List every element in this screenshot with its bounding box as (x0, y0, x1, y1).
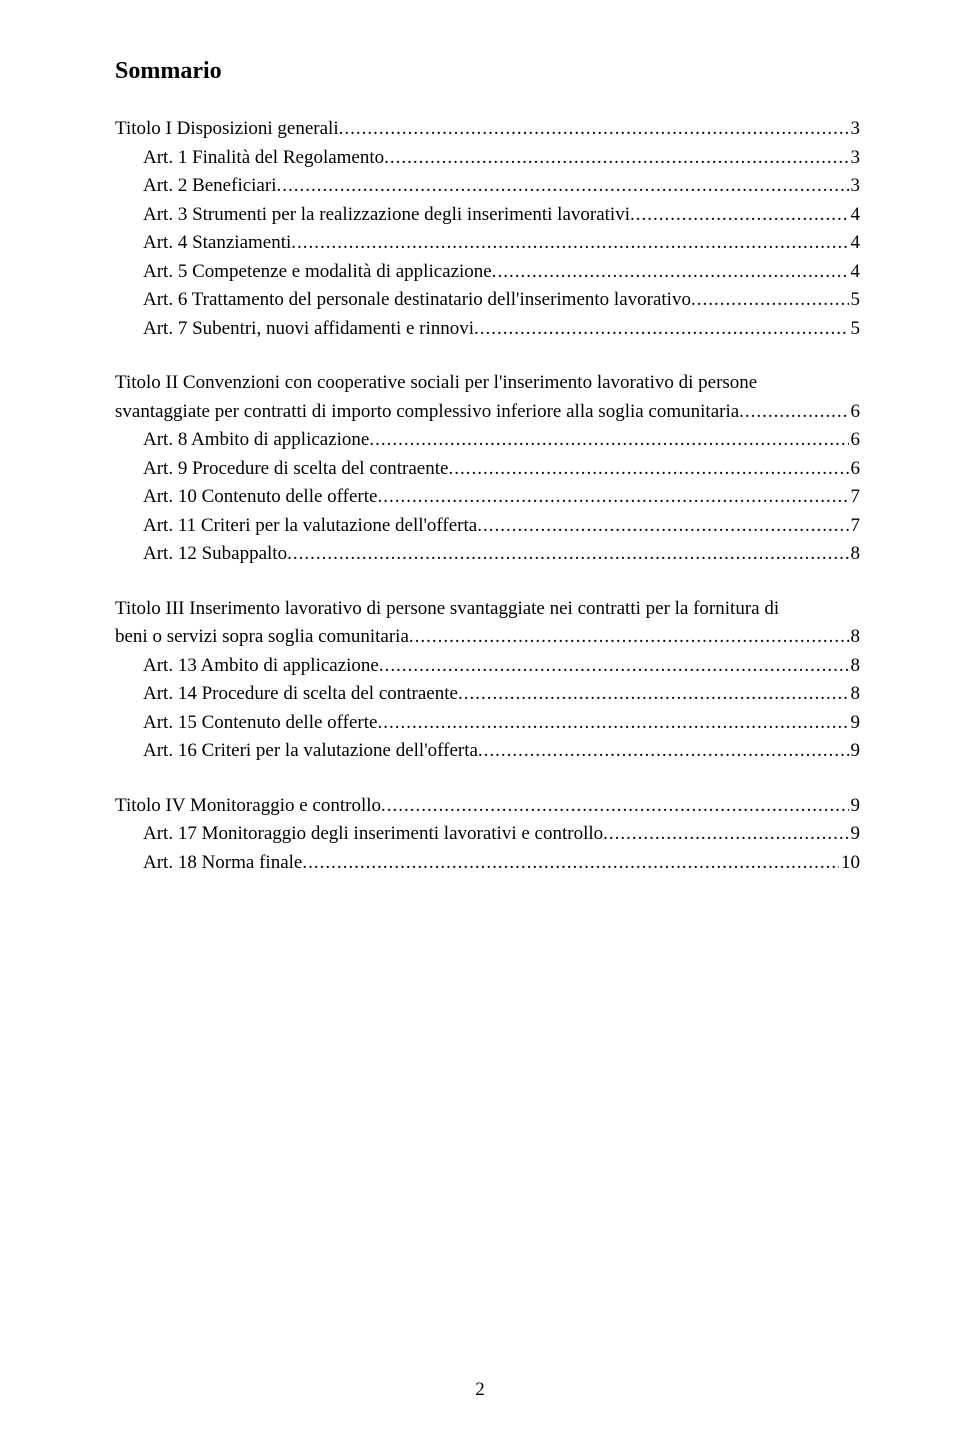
toc-entry-page: 8 (849, 540, 861, 569)
toc-entry: Art. 10 Contenuto delle offerte 7 (115, 483, 860, 512)
toc-entry-label: Titolo IV Monitoraggio e controllo (115, 792, 381, 821)
toc-entry: Art. 3 Strumenti per la realizzazione de… (115, 201, 860, 230)
toc-entry-page: 6 (849, 398, 861, 427)
toc-entry-label: Art. 10 Contenuto delle offerte (143, 483, 377, 512)
toc-leader-dots (478, 737, 849, 766)
toc-entry: Art. 5 Competenze e modalità di applicaz… (115, 258, 860, 287)
toc-entry-page: 5 (849, 315, 861, 344)
toc-entry-page: 7 (849, 512, 861, 541)
toc-leader-dots (291, 229, 848, 258)
toc-entry-label: Art. 13 Ambito di applicazione (143, 652, 379, 681)
toc-entry-page: 9 (849, 709, 861, 738)
toc-leader-dots (381, 792, 849, 821)
toc-entry-page: 5 (849, 286, 861, 315)
toc-leader-dots (691, 286, 849, 315)
toc-entry: Art. 4 Stanziamenti 4 (115, 229, 860, 258)
toc-entry-page: 3 (849, 144, 861, 173)
toc-entry-page: 6 (849, 455, 861, 484)
toc-leader-dots (379, 652, 849, 681)
toc-entry-label: Art. 4 Stanziamenti (143, 229, 291, 258)
toc-entry-label: Art. 18 Norma finale (143, 849, 302, 878)
toc-group-gap (115, 766, 860, 792)
toc-entry-page: 4 (849, 229, 861, 258)
toc-entry: Art. 9 Procedure di scelta del contraent… (115, 455, 860, 484)
toc-entry-page: 9 (849, 737, 861, 766)
toc-leader-dots (339, 115, 849, 144)
toc-entry-label: Art. 17 Monitoraggio degli inserimenti l… (143, 820, 603, 849)
toc-entry-label: Art. 1 Finalità del Regolamento (143, 144, 384, 173)
toc-leader-dots (739, 398, 848, 427)
toc-leader-dots (377, 483, 848, 512)
toc-leader-dots (287, 540, 848, 569)
toc-leader-dots (603, 820, 848, 849)
toc-entry: Art. 11 Criteri per la valutazione dell'… (115, 512, 860, 541)
toc-entry-page: 4 (849, 201, 861, 230)
toc-entry: Art. 1 Finalità del Regolamento 3 (115, 144, 860, 173)
toc-entry: svantaggiate per contratti di importo co… (115, 398, 860, 427)
toc-entry-page: 4 (849, 258, 861, 287)
toc-entry-label: Art. 2 Beneficiari (143, 172, 276, 201)
toc-container: Titolo I Disposizioni generali3Art. 1 Fi… (115, 115, 860, 877)
toc-group-gap (115, 343, 860, 369)
toc-entry: Art. 16 Criteri per la valutazione dell'… (115, 737, 860, 766)
toc-entry-wrap: Titolo II Convenzioni con cooperative so… (115, 369, 860, 398)
toc-entry-label: beni o servizi sopra soglia comunitaria (115, 623, 409, 652)
toc-entry-label: Art. 9 Procedure di scelta del contraent… (143, 455, 448, 484)
toc-entry: Art. 18 Norma finale 10 (115, 849, 860, 878)
toc-leader-dots (474, 315, 848, 344)
toc-entry: Art. 14 Procedure di scelta del contraen… (115, 680, 860, 709)
page-container: Sommario Titolo I Disposizioni generali 3… (0, 0, 960, 1451)
toc-entry-page: 9 (849, 792, 861, 821)
toc-entry-label: Art. 16 Criteri per la valutazione dell'… (143, 737, 478, 766)
toc-leader-dots (369, 426, 848, 455)
toc-leader-dots (458, 680, 849, 709)
toc-entry-page: 3 (849, 172, 861, 201)
toc-entry-page: 3 (849, 115, 861, 144)
toc-entry-label: Art. 3 Strumenti per la realizzazione de… (143, 201, 630, 230)
toc-entry: Art. 7 Subentri, nuovi affidamenti e rin… (115, 315, 860, 344)
toc-leader-dots (302, 849, 839, 878)
toc-leader-dots (409, 623, 849, 652)
toc-entry-page: 10 (839, 849, 860, 878)
toc-entry-label: Art. 5 Competenze e modalità di applicaz… (143, 258, 492, 287)
toc-leader-dots (492, 258, 849, 287)
toc-entry-label: Art. 15 Contenuto delle offerte (143, 709, 377, 738)
toc-leader-dots (377, 709, 848, 738)
toc-entry-label: Art. 14 Procedure di scelta del contraen… (143, 680, 458, 709)
toc-entry: Art. 12 Subappalto 8 (115, 540, 860, 569)
toc-entry: Titolo IV Monitoraggio e controllo 9 (115, 792, 860, 821)
toc-entry: Art. 8 Ambito di applicazione 6 (115, 426, 860, 455)
toc-leader-dots (384, 144, 848, 173)
toc-entry-page: 8 (849, 623, 861, 652)
toc-entry-label: Art. 6 Trattamento del personale destina… (143, 286, 691, 315)
toc-entry-page: 8 (849, 652, 861, 681)
toc-entry: Art. 6 Trattamento del personale destina… (115, 286, 860, 315)
toc-entry-label: svantaggiate per contratti di importo co… (115, 398, 739, 427)
toc-entry-label: Art. 11 Criteri per la valutazione dell'… (143, 512, 477, 541)
toc-entry: Titolo I Disposizioni generali 3 (115, 115, 860, 144)
toc-leader-dots (276, 172, 848, 201)
toc-entry-page: 6 (849, 426, 861, 455)
toc-entry: Art. 15 Contenuto delle offerte 9 (115, 709, 860, 738)
toc-entry: Art. 17 Monitoraggio degli inserimenti l… (115, 820, 860, 849)
page-title: Sommario (115, 58, 860, 85)
toc-entry-label: Titolo I Disposizioni generali (115, 115, 339, 144)
toc-entry-page: 9 (849, 820, 861, 849)
toc-entry-page: 7 (849, 483, 861, 512)
toc-entry: Art. 2 Beneficiari 3 (115, 172, 860, 201)
page-number: 2 (0, 1379, 960, 1401)
toc-entry-label: Art. 7 Subentri, nuovi affidamenti e rin… (143, 315, 474, 344)
toc-group-gap (115, 569, 860, 595)
toc-entry-label: Art. 8 Ambito di applicazione (143, 426, 369, 455)
toc-entry: beni o servizi sopra soglia comunitaria 8 (115, 623, 860, 652)
toc-entry-page: 8 (849, 680, 861, 709)
toc-entry-wrap: Titolo III Inserimento lavorativo di per… (115, 595, 860, 624)
toc-leader-dots (630, 201, 849, 230)
toc-leader-dots (477, 512, 848, 541)
toc-entry-label: Art. 12 Subappalto (143, 540, 287, 569)
toc-entry: Art. 13 Ambito di applicazione 8 (115, 652, 860, 681)
toc-leader-dots (448, 455, 848, 484)
